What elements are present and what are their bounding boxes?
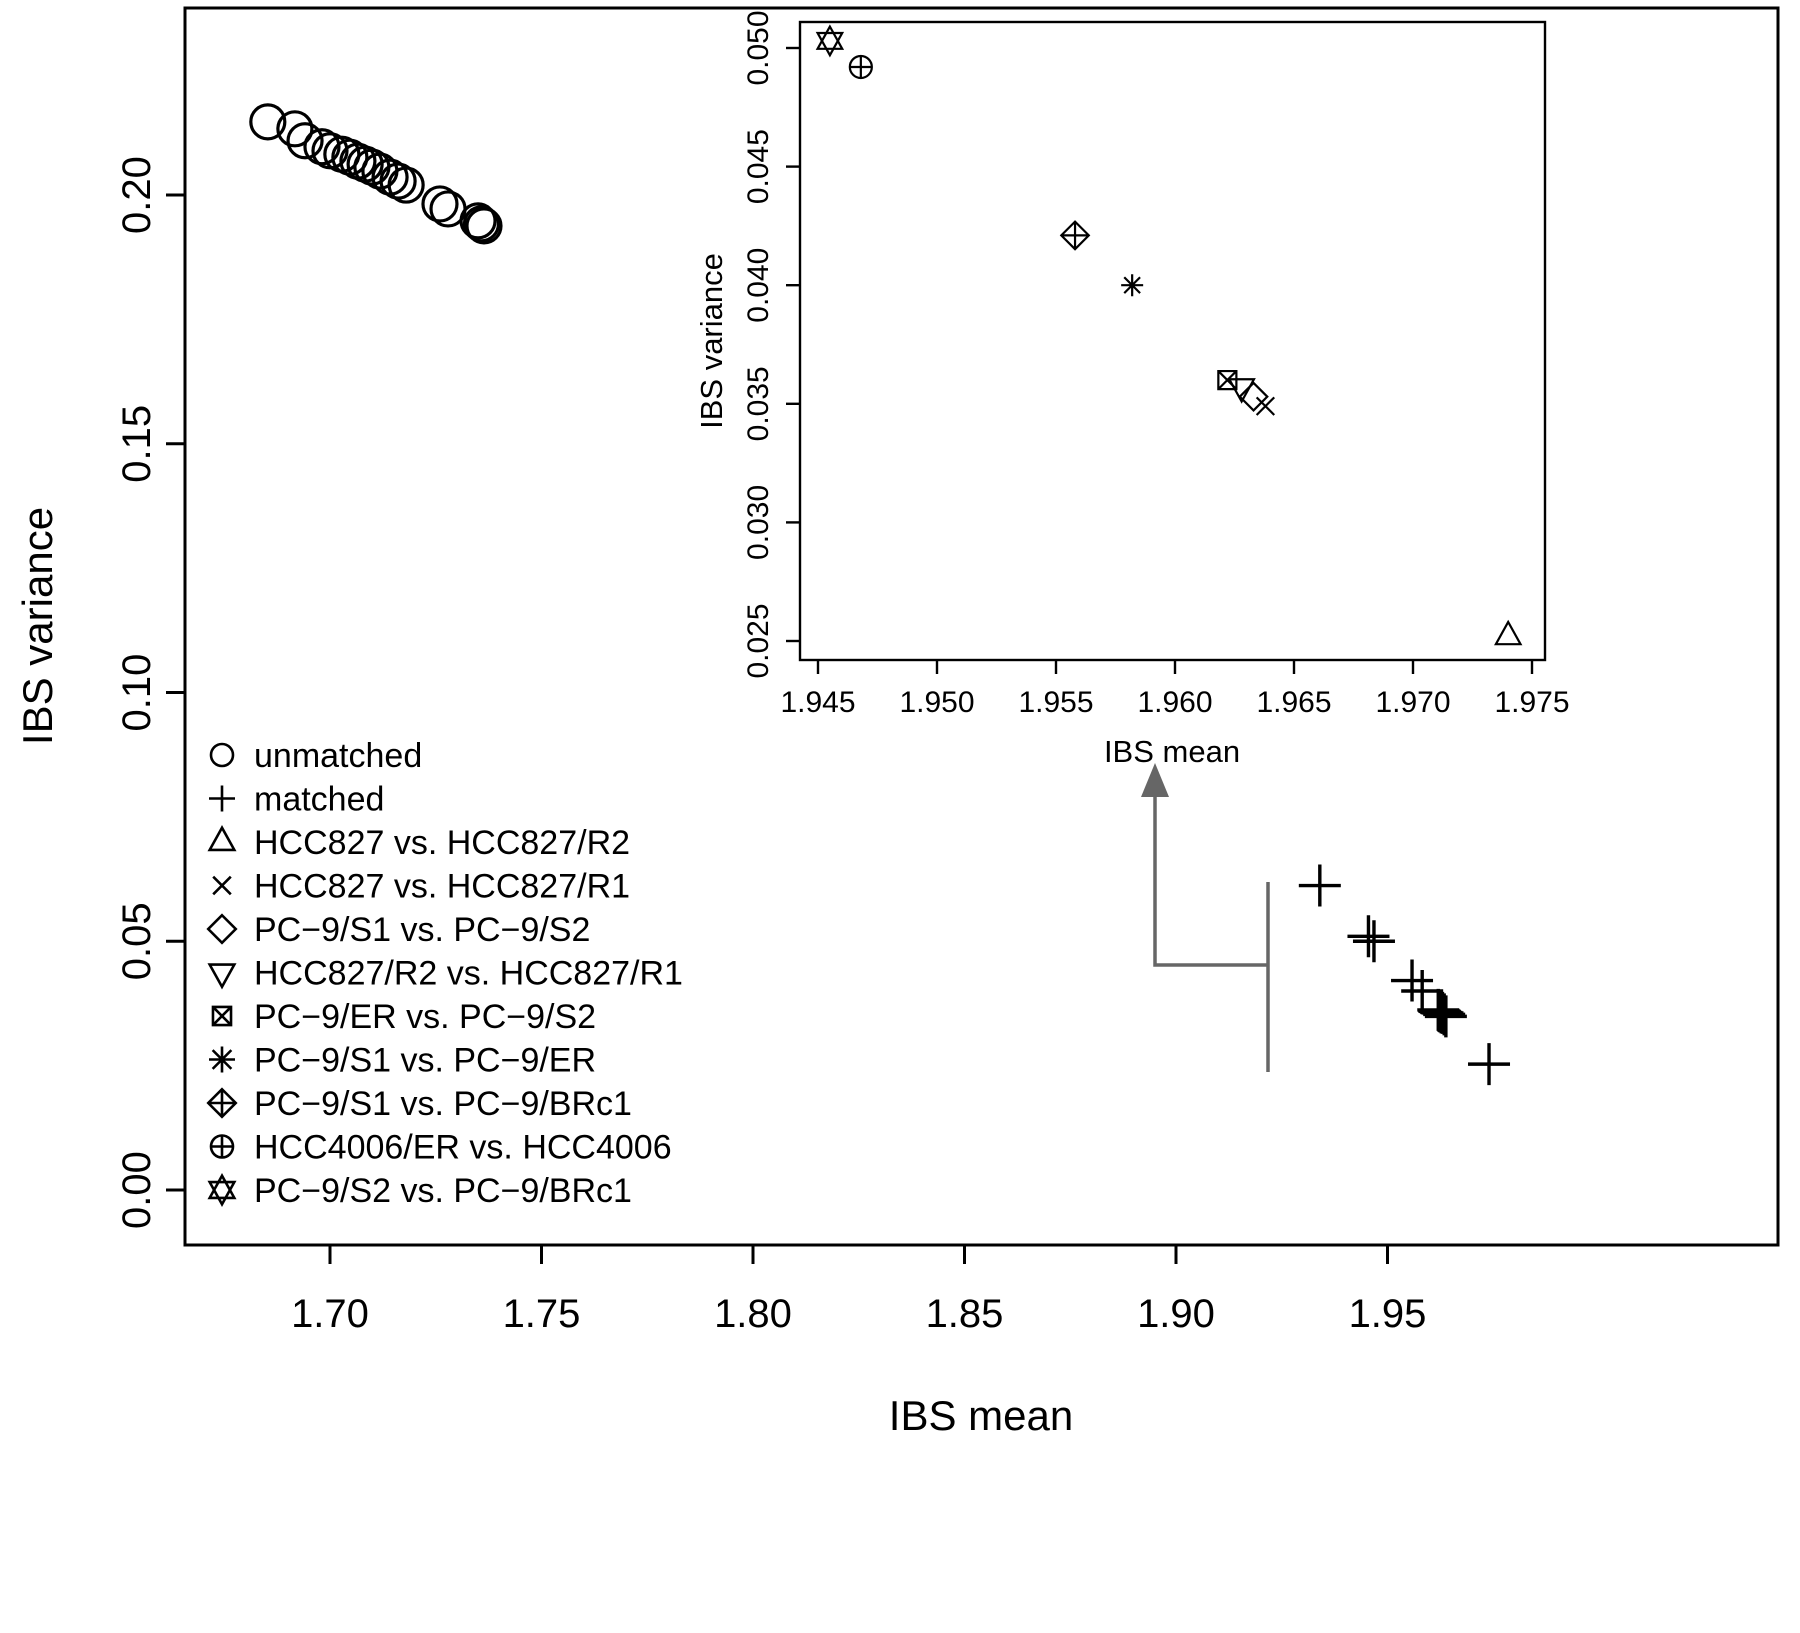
inset-x-tick-label: 1.950 bbox=[899, 686, 974, 719]
legend-item-x: HCC827 vs. HCC827/R1 bbox=[212, 868, 630, 906]
unmatched-point bbox=[421, 185, 459, 223]
main-x-tick-label: 1.80 bbox=[714, 1292, 792, 1336]
inset-y-tick-label: 0.025 bbox=[742, 603, 775, 678]
series-matched bbox=[1298, 864, 1511, 1086]
legend-label: HCC827/R2 vs. HCC827/R1 bbox=[254, 955, 683, 993]
matched-point bbox=[1401, 970, 1444, 1012]
legend-label: matched bbox=[254, 781, 384, 819]
matched-point bbox=[1424, 995, 1467, 1038]
legend-item-asterisk: PC−9/S1 vs. PC−9/ER bbox=[209, 1042, 596, 1080]
main-y-tick-label: 0.05 bbox=[115, 902, 159, 980]
inset-x-tick-label: 1.970 bbox=[1375, 686, 1450, 719]
main-x-axis-label: IBS mean bbox=[889, 1392, 1073, 1439]
main-x-tick-label: 1.85 bbox=[926, 1292, 1004, 1336]
main-y-tick-label: 0.20 bbox=[115, 156, 159, 234]
legend-item-square-x: PC−9/ER vs. PC−9/S2 bbox=[211, 998, 596, 1036]
inset-x-tick-label: 1.975 bbox=[1494, 686, 1569, 719]
inset-y-tick-label: 0.035 bbox=[742, 366, 775, 441]
matched-point bbox=[1391, 959, 1434, 1002]
legend-label: HCC4006/ER vs. HCC4006 bbox=[254, 1129, 672, 1167]
inset-point-asterisk bbox=[1121, 274, 1144, 297]
legend-item-circle-plus: HCC4006/ER vs. HCC4006 bbox=[209, 1129, 672, 1167]
inset-y-axis-label: IBS variance bbox=[694, 253, 729, 429]
inset-plot-border bbox=[798, 20, 1547, 662]
main-x-tick-label: 1.95 bbox=[1349, 1292, 1427, 1336]
legend-item-plus: matched bbox=[209, 781, 384, 819]
inset-x-tick-label: 1.965 bbox=[1256, 686, 1331, 719]
zoom-callout-annotation bbox=[1141, 763, 1270, 1072]
inset-point-diamond-plus bbox=[1059, 220, 1091, 251]
inset-x-tick-label: 1.960 bbox=[1137, 686, 1212, 719]
inset-x-axis-label: IBS mean bbox=[1104, 734, 1240, 769]
main-x-tick-label: 1.90 bbox=[1137, 1292, 1215, 1336]
legend-label: PC−9/ER vs. PC−9/S2 bbox=[254, 998, 596, 1036]
legend-item-circle: unmatched bbox=[209, 737, 422, 775]
main-plot-border bbox=[183, 6, 1780, 1247]
legend-label: HCC827 vs. HCC827/R1 bbox=[254, 868, 630, 906]
legend-item-triangle-up: HCC827 vs. HCC827/R2 bbox=[207, 824, 630, 862]
unmatched-point bbox=[276, 110, 314, 148]
main-x-tick-label: 1.75 bbox=[503, 1292, 581, 1336]
matched-point bbox=[1298, 864, 1341, 907]
inset-x-tick-label: 1.945 bbox=[780, 686, 855, 719]
main-y-tick-label: 0.10 bbox=[115, 654, 159, 732]
inset-y-tick-label: 0.040 bbox=[742, 248, 775, 323]
unmatched-point bbox=[249, 103, 287, 141]
legend-item-triangle-down: HCC827/R2 vs. HCC827/R1 bbox=[207, 955, 683, 993]
main-y-tick-label: 0.00 bbox=[115, 1151, 159, 1229]
series-unmatched bbox=[249, 103, 503, 245]
unmatched-point bbox=[462, 205, 501, 243]
matched-point bbox=[1468, 1043, 1511, 1086]
legend-label: HCC827 vs. HCC827/R2 bbox=[254, 824, 630, 862]
matched-point bbox=[1347, 915, 1390, 958]
unmatched-point bbox=[379, 162, 417, 200]
main-plot: 1.70 1.75 1.80 1.85 1.90 1.95 IBS mean 0.00 0.05… bbox=[14, 6, 1780, 1439]
inset-x-tick-label: 1.955 bbox=[1018, 686, 1093, 719]
legend-label: PC−9/S1 vs. PC−9/ER bbox=[254, 1042, 596, 1080]
unmatched-point bbox=[303, 128, 341, 166]
callout-arrowhead bbox=[1141, 763, 1169, 797]
legend-item-diamond-plus: PC−9/S1 vs. PC−9/BRc1 bbox=[206, 1085, 632, 1123]
inset-point-triangle-up bbox=[1494, 619, 1523, 646]
inset-point-star-of-david bbox=[815, 24, 845, 58]
inset-point-diamond bbox=[1238, 381, 1269, 412]
inset-point-triangle-down bbox=[1227, 378, 1256, 404]
inset-y-tick-label: 0.045 bbox=[742, 129, 775, 204]
inset-y-tick-label: 0.050 bbox=[742, 10, 775, 85]
main-x-tick-label: 1.70 bbox=[291, 1292, 369, 1336]
unmatched-point bbox=[286, 122, 324, 160]
legend-label: PC−9/S2 vs. PC−9/BRc1 bbox=[254, 1172, 632, 1210]
unmatched-point bbox=[465, 207, 503, 245]
legend-label: PC−9/S1 vs. PC−9/S2 bbox=[254, 911, 590, 949]
legend: unmatched matched HCC827 vs. HCC827/R2 HCC8… bbox=[206, 737, 683, 1210]
legend-label: unmatched bbox=[254, 737, 422, 775]
inset-point-x bbox=[1255, 396, 1276, 416]
legend-item-diamond: PC−9/S1 vs. PC−9/S2 bbox=[206, 911, 590, 949]
main-y-axis-label: IBS variance bbox=[14, 507, 61, 745]
inset-plot: 1.945 1.950 1.955 1.960 1.965 1.970 1.975 IBS m… bbox=[694, 10, 1570, 769]
inset-point-circle-plus bbox=[848, 54, 873, 80]
main-y-tick-label: 0.15 bbox=[115, 405, 159, 483]
unmatched-point bbox=[387, 166, 425, 204]
callout-arrow-line bbox=[1153, 792, 1268, 967]
unmatched-point bbox=[459, 202, 497, 240]
matched-point bbox=[1352, 920, 1395, 963]
inset-y-tick-label: 0.030 bbox=[742, 485, 775, 560]
legend-item-star-of-david: PC−9/S2 vs. PC−9/BRc1 bbox=[207, 1172, 632, 1210]
legend-label: PC−9/S1 vs. PC−9/BRc1 bbox=[254, 1085, 632, 1123]
